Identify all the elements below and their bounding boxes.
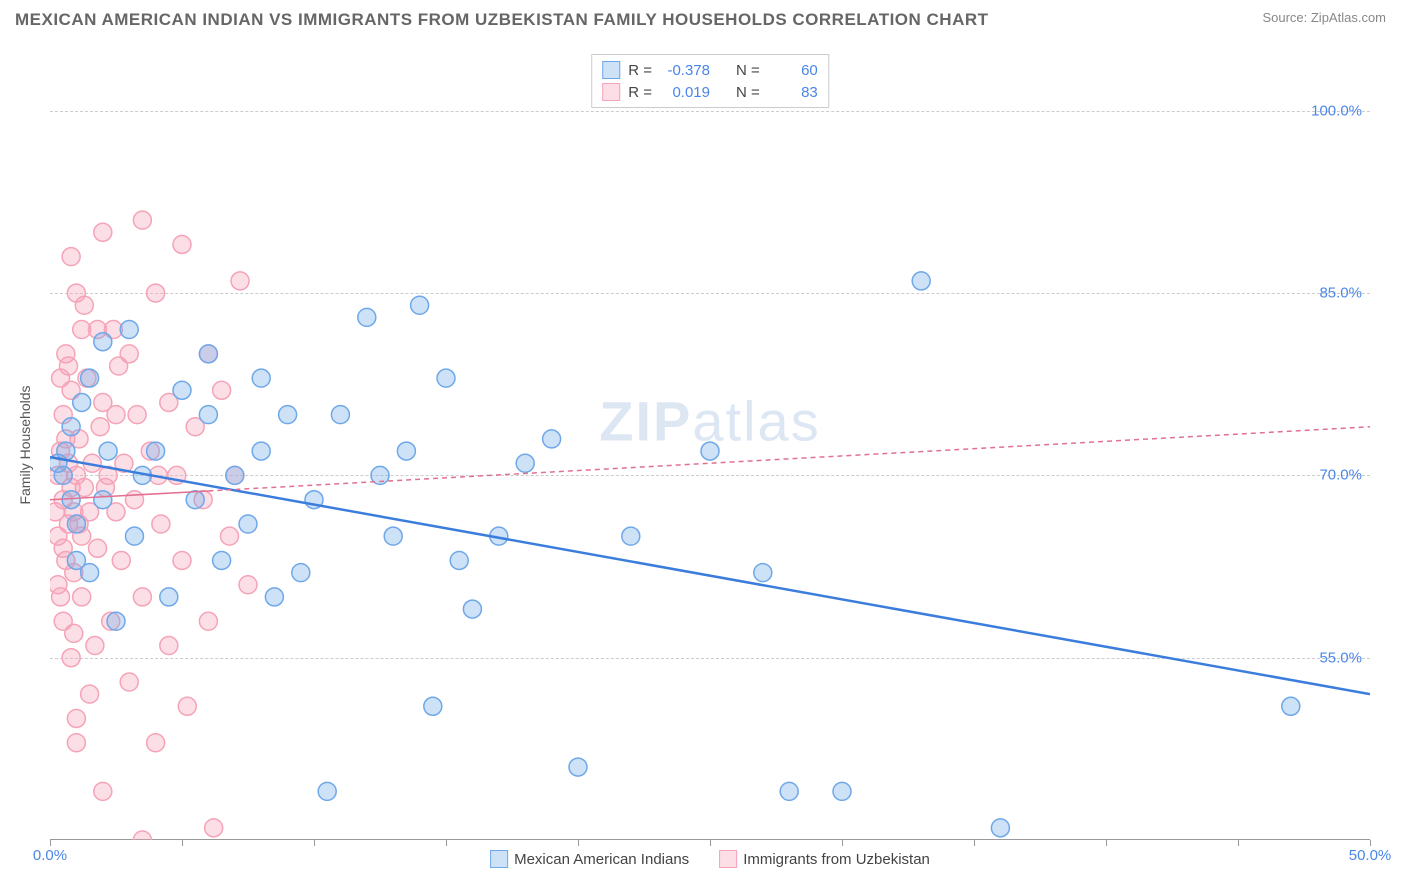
swatch-blue (602, 61, 620, 79)
stats-row-1: R = -0.378 N = 60 (602, 59, 818, 81)
stats-row-2: R = 0.019 N = 83 (602, 81, 818, 103)
chart-area: Family Households 55.0%70.0%85.0%100.0% … (50, 50, 1370, 840)
x-tick-label: 50.0% (1349, 847, 1392, 864)
plot-area: 55.0%70.0%85.0%100.0% 0.0%50.0% ZIPatlas… (50, 50, 1370, 840)
r-label-2: R = (628, 84, 652, 101)
stats-legend: R = -0.378 N = 60 R = 0.019 N = 83 (591, 54, 829, 108)
legend-item-1: Mexican American Indians (490, 850, 689, 868)
swatch-pink (602, 83, 620, 101)
r-label: R = (628, 62, 652, 79)
n-label-2: N = (736, 84, 760, 101)
scatter-svg (50, 50, 1370, 840)
legend-label-2: Immigrants from Uzbekistan (743, 851, 930, 868)
source-label: Source: ZipAtlas.com (1262, 10, 1386, 25)
n-label: N = (736, 62, 760, 79)
r-value-1: -0.378 (660, 62, 710, 79)
n-value-1: 60 (768, 62, 818, 79)
legend-item-2: Immigrants from Uzbekistan (719, 850, 930, 868)
x-tick-label: 0.0% (33, 847, 67, 864)
legend-label-1: Mexican American Indians (514, 851, 689, 868)
chart-title: MEXICAN AMERICAN INDIAN VS IMMIGRANTS FR… (15, 10, 989, 30)
swatch-pink-2 (719, 850, 737, 868)
n-value-2: 83 (768, 84, 818, 101)
bottom-legend: Mexican American Indians Immigrants from… (490, 850, 930, 868)
y-axis-label: Family Households (17, 385, 33, 504)
r-value-2: 0.019 (660, 84, 710, 101)
swatch-blue-2 (490, 850, 508, 868)
